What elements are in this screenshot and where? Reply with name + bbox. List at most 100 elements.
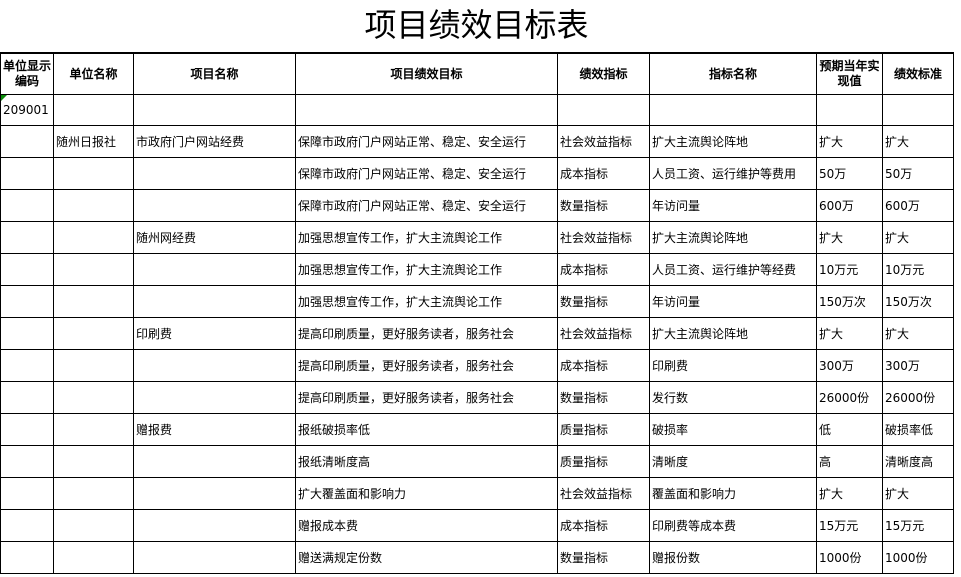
table-cell[interactable] — [133, 445, 296, 478]
table-cell[interactable]: 年访问量 — [649, 285, 817, 318]
table-cell[interactable]: 印刷费 — [649, 349, 817, 382]
table-cell[interactable]: 随州网经费 — [133, 221, 296, 254]
table-cell[interactable]: 300万 — [882, 349, 954, 382]
table-cell[interactable]: 随州日报社 — [53, 125, 134, 158]
table-cell[interactable]: 150万次 — [816, 285, 883, 318]
table-cell[interactable]: 市政府门户网站经费 — [133, 125, 296, 158]
table-cell[interactable]: 发行数 — [649, 381, 817, 414]
table-cell[interactable] — [0, 157, 54, 190]
table-cell[interactable]: 报纸清晰度高 — [295, 445, 558, 478]
table-cell[interactable]: 扩大主流舆论阵地 — [649, 125, 817, 158]
table-cell[interactable] — [53, 541, 134, 574]
table-cell[interactable]: 社会效益指标 — [557, 317, 650, 350]
column-header[interactable]: 绩效指标 — [557, 52, 650, 95]
table-cell[interactable]: 扩大覆盖面和影响力 — [295, 477, 558, 510]
table-cell[interactable] — [53, 445, 134, 478]
table-cell[interactable]: 保障市政府门户网站正常、稳定、安全运行 — [295, 125, 558, 158]
table-cell[interactable] — [0, 541, 54, 574]
table-cell[interactable] — [133, 349, 296, 382]
table-cell[interactable] — [0, 509, 54, 542]
table-cell[interactable] — [133, 477, 296, 510]
table-cell[interactable]: 26000份 — [816, 381, 883, 414]
table-cell[interactable] — [53, 189, 134, 222]
table-cell[interactable]: 数量指标 — [557, 541, 650, 574]
table-cell[interactable]: 50万 — [882, 157, 954, 190]
table-cell[interactable] — [53, 477, 134, 510]
table-cell[interactable]: 600万 — [816, 189, 883, 222]
table-cell[interactable]: 扩大 — [882, 125, 954, 158]
table-cell[interactable]: 破损率低 — [882, 413, 954, 446]
column-header[interactable]: 预期当年实现值 — [816, 52, 883, 95]
table-cell[interactable]: 扩大 — [882, 221, 954, 254]
table-cell[interactable] — [0, 477, 54, 510]
table-cell[interactable]: 印刷费 — [133, 317, 296, 350]
table-cell[interactable]: 保障市政府门户网站正常、稳定、安全运行 — [295, 157, 558, 190]
column-header[interactable]: 单位显示编码 — [0, 52, 54, 95]
table-cell[interactable] — [133, 285, 296, 318]
table-cell[interactable] — [53, 381, 134, 414]
table-cell[interactable]: 提高印刷质量，更好服务读者，服务社会 — [295, 317, 558, 350]
table-cell[interactable] — [133, 381, 296, 414]
table-cell[interactable]: 加强思想宣传工作，扩大主流舆论工作 — [295, 253, 558, 286]
table-cell[interactable]: 成本指标 — [557, 253, 650, 286]
table-cell[interactable]: 1000份 — [816, 541, 883, 574]
table-cell[interactable]: 低 — [816, 413, 883, 446]
cell[interactable] — [816, 94, 883, 126]
table-cell[interactable] — [53, 157, 134, 190]
cell[interactable] — [649, 94, 817, 126]
table-cell[interactable]: 扩大 — [816, 317, 883, 350]
table-cell[interactable]: 成本指标 — [557, 509, 650, 542]
table-cell[interactable]: 数量指标 — [557, 381, 650, 414]
table-cell[interactable]: 数量指标 — [557, 285, 650, 318]
column-header[interactable]: 单位名称 — [53, 52, 134, 95]
column-header[interactable]: 绩效标准 — [882, 52, 954, 95]
table-cell[interactable]: 破损率 — [649, 413, 817, 446]
table-cell[interactable] — [0, 317, 54, 350]
table-cell[interactable] — [0, 253, 54, 286]
table-cell[interactable]: 15万元 — [816, 509, 883, 542]
table-cell[interactable]: 清晰度高 — [882, 445, 954, 478]
table-cell[interactable]: 数量指标 — [557, 189, 650, 222]
table-cell[interactable]: 报纸破损率低 — [295, 413, 558, 446]
table-cell[interactable]: 社会效益指标 — [557, 125, 650, 158]
table-cell[interactable]: 质量指标 — [557, 445, 650, 478]
cell[interactable] — [557, 94, 650, 126]
table-cell[interactable]: 成本指标 — [557, 349, 650, 382]
table-cell[interactable]: 扩大主流舆论阵地 — [649, 317, 817, 350]
table-cell[interactable]: 成本指标 — [557, 157, 650, 190]
table-cell[interactable]: 150万次 — [882, 285, 954, 318]
table-cell[interactable]: 人员工资、运行维护等经费 — [649, 253, 817, 286]
table-cell[interactable]: 赠报成本费 — [295, 509, 558, 542]
table-cell[interactable] — [53, 285, 134, 318]
table-cell[interactable]: 扩大 — [882, 317, 954, 350]
table-cell[interactable]: 扩大主流舆论阵地 — [649, 221, 817, 254]
cell[interactable] — [53, 94, 134, 126]
table-cell[interactable] — [0, 349, 54, 382]
table-cell[interactable] — [133, 189, 296, 222]
cell[interactable] — [295, 94, 558, 126]
table-cell[interactable]: 质量指标 — [557, 413, 650, 446]
table-cell[interactable] — [0, 413, 54, 446]
cell[interactable] — [882, 94, 954, 126]
table-cell[interactable]: 10万元 — [816, 253, 883, 286]
table-cell[interactable] — [133, 509, 296, 542]
table-cell[interactable]: 50万 — [816, 157, 883, 190]
table-cell[interactable]: 10万元 — [882, 253, 954, 286]
table-cell[interactable] — [53, 221, 134, 254]
table-cell[interactable]: 赠报份数 — [649, 541, 817, 574]
unit-code-cell[interactable]: 209001 — [0, 94, 54, 126]
table-cell[interactable]: 赠报费 — [133, 413, 296, 446]
table-cell[interactable] — [0, 381, 54, 414]
table-cell[interactable]: 清晰度 — [649, 445, 817, 478]
table-cell[interactable] — [53, 509, 134, 542]
table-cell[interactable]: 年访问量 — [649, 189, 817, 222]
table-cell[interactable] — [0, 189, 54, 222]
table-cell[interactable]: 1000份 — [882, 541, 954, 574]
table-cell[interactable]: 高 — [816, 445, 883, 478]
column-header[interactable]: 项目名称 — [133, 52, 296, 95]
table-cell[interactable] — [133, 157, 296, 190]
table-cell[interactable]: 600万 — [882, 189, 954, 222]
table-cell[interactable]: 加强思想宣传工作，扩大主流舆论工作 — [295, 221, 558, 254]
table-cell[interactable]: 扩大 — [816, 221, 883, 254]
table-cell[interactable]: 赠送满规定份数 — [295, 541, 558, 574]
